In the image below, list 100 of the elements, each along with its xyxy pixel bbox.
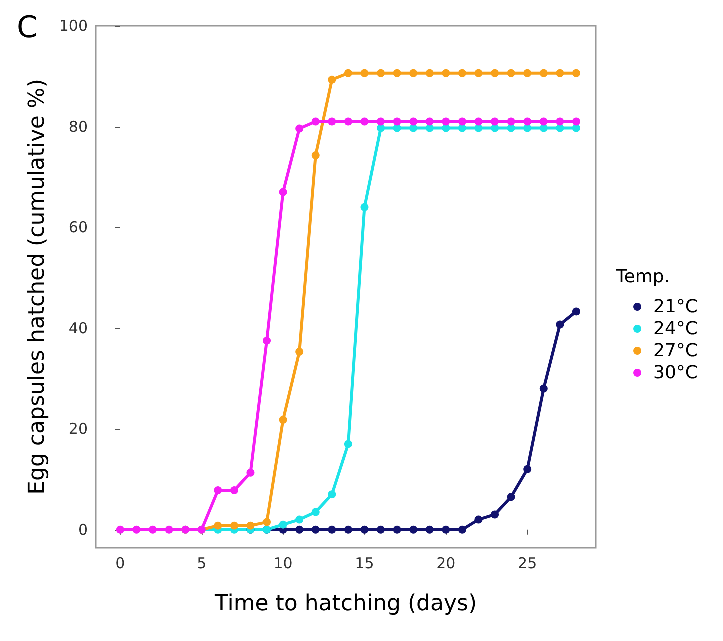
- point: [360, 118, 369, 126]
- point: [540, 384, 548, 393]
- point: [458, 526, 466, 534]
- point: [507, 69, 516, 78]
- point: [132, 526, 141, 534]
- point: [410, 118, 418, 126]
- point: [328, 76, 336, 84]
- point: [426, 118, 434, 126]
- point: [556, 124, 564, 132]
- point: [426, 124, 434, 132]
- point: [149, 526, 158, 534]
- legend-label: 21°C: [654, 296, 698, 318]
- point: [540, 118, 548, 126]
- y-tick-label: 40: [68, 319, 88, 338]
- y-tick-label: 100: [59, 17, 88, 35]
- chart-title: C: [17, 10, 38, 46]
- point: [214, 522, 222, 530]
- point: [393, 526, 402, 534]
- point: [491, 118, 500, 126]
- point: [214, 486, 222, 495]
- point: [556, 320, 564, 329]
- point: [360, 203, 369, 212]
- point: [296, 516, 304, 524]
- point: [360, 526, 369, 534]
- point: [230, 522, 238, 530]
- x-tick-label: 15: [355, 554, 374, 572]
- point: [296, 526, 304, 534]
- point: [279, 520, 288, 529]
- x-tick-label: 20: [436, 554, 456, 572]
- point: [312, 151, 320, 160]
- legend-label: 27°C: [654, 340, 698, 362]
- point: [572, 124, 580, 132]
- x-tick-label: 10: [274, 554, 293, 572]
- point: [328, 490, 336, 499]
- point: [312, 508, 320, 516]
- point: [246, 468, 255, 477]
- point: [360, 69, 369, 78]
- point: [491, 510, 500, 519]
- point: [524, 69, 532, 78]
- point: [458, 69, 466, 78]
- point: [442, 526, 450, 534]
- point: [263, 336, 272, 345]
- point: [377, 118, 386, 126]
- point: [507, 118, 516, 126]
- legend-label: 30°C: [654, 362, 698, 384]
- point: [296, 124, 304, 133]
- x-tick-label: 25: [518, 554, 538, 572]
- point: [524, 465, 532, 474]
- point: [165, 526, 174, 534]
- point: [474, 69, 483, 78]
- point: [279, 188, 288, 196]
- point: [540, 124, 548, 132]
- point: [312, 118, 320, 126]
- y-tick-label: 60: [68, 218, 88, 237]
- point: [344, 440, 352, 448]
- point: [442, 69, 450, 78]
- point: [377, 526, 386, 534]
- point: [246, 522, 255, 530]
- y-axis-title: Egg capsules hatched (cumulative %): [24, 79, 50, 495]
- point: [572, 69, 580, 78]
- point: [442, 118, 450, 126]
- point: [474, 516, 483, 524]
- point: [426, 526, 434, 534]
- point: [312, 526, 320, 534]
- point: [524, 124, 532, 132]
- point: [377, 124, 386, 132]
- point: [410, 526, 418, 534]
- y-tick-label: 0: [78, 520, 88, 539]
- point: [474, 124, 483, 132]
- point: [116, 526, 124, 534]
- point: [230, 486, 238, 495]
- point: [507, 124, 516, 132]
- point: [377, 69, 386, 78]
- point: [556, 118, 564, 126]
- point: [491, 124, 500, 132]
- point: [344, 526, 352, 534]
- point: [458, 118, 466, 126]
- point: [556, 69, 564, 78]
- point: [524, 118, 532, 126]
- point: [393, 69, 402, 78]
- point: [344, 69, 352, 78]
- point: [507, 493, 516, 502]
- point: [296, 348, 304, 356]
- point: [442, 124, 450, 132]
- point: [572, 308, 580, 316]
- y-tick-label: 80: [68, 118, 88, 136]
- y-tick-label: 20: [68, 420, 88, 438]
- point: [279, 416, 288, 424]
- point: [540, 69, 548, 78]
- point: [393, 124, 402, 132]
- point: [474, 118, 483, 126]
- point: [393, 118, 402, 126]
- legend-title: Temp.: [615, 266, 670, 288]
- x-axis-title: Time to hatching (days): [214, 592, 478, 616]
- point: [572, 118, 580, 126]
- point: [328, 526, 336, 534]
- x-tick-label: 5: [197, 554, 207, 572]
- point: [263, 518, 272, 526]
- legend-label: 24°C: [654, 318, 698, 340]
- point: [344, 118, 352, 126]
